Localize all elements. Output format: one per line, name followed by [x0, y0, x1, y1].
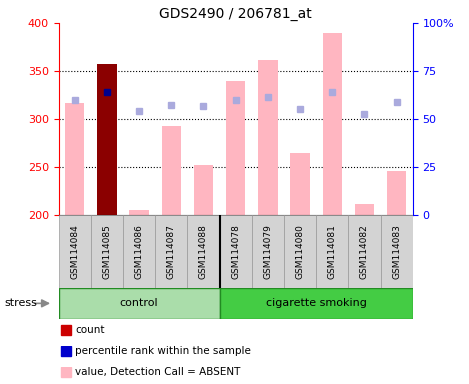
Text: GSM114080: GSM114080	[295, 224, 304, 279]
Text: percentile rank within the sample: percentile rank within the sample	[75, 346, 251, 356]
Text: GSM114087: GSM114087	[167, 224, 176, 279]
Text: GSM114081: GSM114081	[328, 224, 337, 279]
Bar	[258, 60, 278, 215]
Bar	[188, 215, 219, 288]
Bar	[91, 215, 123, 288]
Text: count: count	[75, 325, 105, 335]
Bar	[155, 215, 188, 288]
Bar	[123, 215, 155, 288]
Bar	[348, 215, 380, 288]
Bar	[129, 210, 149, 215]
Bar	[97, 65, 117, 215]
Bar	[380, 215, 413, 288]
Text: GSM114078: GSM114078	[231, 224, 240, 279]
Text: GSM114079: GSM114079	[264, 224, 272, 279]
Bar	[219, 288, 413, 319]
Text: cigarette smoking: cigarette smoking	[266, 298, 367, 308]
Bar	[316, 215, 348, 288]
Bar	[284, 215, 316, 288]
Text: GSM114084: GSM114084	[70, 224, 79, 279]
Text: GSM114082: GSM114082	[360, 224, 369, 279]
Bar	[323, 33, 342, 215]
Bar	[387, 171, 406, 215]
Text: value, Detection Call = ABSENT: value, Detection Call = ABSENT	[75, 367, 241, 377]
Bar	[59, 215, 91, 288]
Text: stress: stress	[5, 298, 38, 308]
Text: GSM114088: GSM114088	[199, 224, 208, 279]
Bar	[59, 288, 219, 319]
Title: GDS2490 / 206781_at: GDS2490 / 206781_at	[159, 7, 312, 21]
Bar	[65, 103, 84, 215]
Bar	[219, 215, 252, 288]
Bar	[162, 126, 181, 215]
Text: control: control	[120, 298, 159, 308]
Text: GSM114083: GSM114083	[392, 224, 401, 279]
Bar	[226, 81, 245, 215]
Bar	[355, 204, 374, 215]
Text: GSM114085: GSM114085	[102, 224, 112, 279]
Text: GSM114086: GSM114086	[135, 224, 144, 279]
Bar	[194, 165, 213, 215]
Bar	[290, 152, 310, 215]
Bar	[252, 215, 284, 288]
